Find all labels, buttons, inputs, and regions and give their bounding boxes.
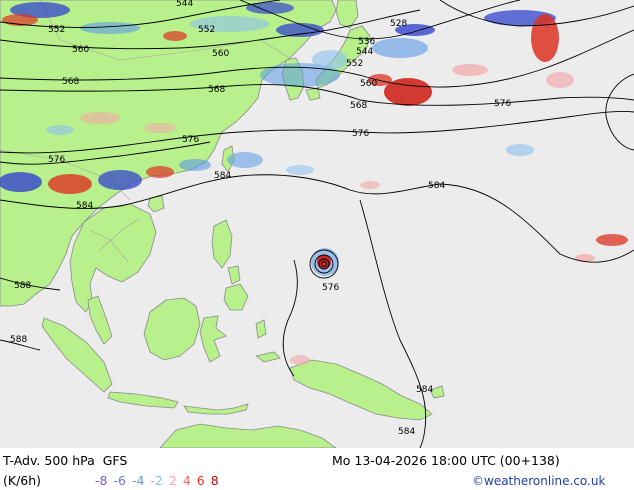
land-japan-north: [335, 0, 359, 29]
contour-label: 568: [350, 101, 367, 111]
contour-label: 568: [62, 77, 79, 87]
product-name: T-Adv. 500 hPa: [3, 453, 95, 468]
credit-link[interactable]: ©weatheronline.co.uk: [472, 474, 606, 488]
contour-label: 584: [214, 171, 231, 181]
land-lesser-sunda: [183, 403, 249, 415]
contour-label: 560: [360, 79, 377, 89]
scale-value: 6: [196, 473, 205, 488]
scale-value: -6: [113, 473, 126, 488]
land-hainan: [147, 195, 165, 213]
validity-time: Mo 13-04-2026 18:00 UTC (00+138): [332, 453, 560, 468]
contour-label: 584: [398, 427, 415, 437]
land-seram: [255, 351, 281, 363]
contour-label: 528: [390, 19, 407, 29]
scale-value: 4: [182, 473, 191, 488]
land-malay: [87, 295, 113, 345]
contour-label: 576: [322, 283, 339, 293]
contour-label: 560: [212, 49, 229, 59]
contour-label: 584: [416, 385, 433, 395]
contour-label: 552: [48, 25, 65, 35]
land-visayas: [227, 265, 241, 285]
contour-label: 576: [352, 129, 369, 139]
land-bismarck: [429, 385, 445, 399]
contour-labels: 544 552 528 536 552 544 560 560 552 568 …: [10, 0, 511, 437]
contour-label: 568: [208, 85, 225, 95]
unit-label: (K/6h): [3, 473, 42, 488]
weather-map: 544 552 528 536 552 544 560 560 552 568 …: [0, 0, 634, 448]
contour-label: 584: [76, 201, 93, 211]
contour-label: 536: [358, 37, 375, 47]
color-scale: -8 -6 -4 -2 2 4 6 8: [95, 474, 225, 488]
contour-label: 560: [72, 45, 89, 55]
contour-label: 552: [198, 25, 215, 35]
contour-label: 552: [346, 59, 363, 69]
land-sulawesi: [199, 315, 227, 363]
contour-label: 544: [176, 0, 193, 9]
contour-label: 584: [428, 181, 445, 191]
land-sumatra: [41, 317, 113, 393]
contour-label: 588: [10, 335, 27, 345]
land-mindanao: [223, 283, 249, 311]
land-java: [107, 391, 179, 409]
model-name: GFS: [102, 453, 128, 468]
map-area: 544 552 528 536 552 544 560 560 552 568 …: [0, 0, 634, 448]
land-maluku: [255, 319, 267, 339]
scale-value: 8: [210, 473, 219, 488]
product-label: T-Adv. 500 hPa GFS: [3, 454, 127, 468]
land-australia: [159, 423, 337, 448]
scale-value: -8: [95, 473, 108, 488]
contour-label: 576: [494, 99, 511, 109]
contour-label: 544: [356, 47, 373, 57]
legend-bar: T-Adv. 500 hPa GFS Mo 13-04-2026 18:00 U…: [0, 448, 634, 490]
scale-value: -4: [131, 473, 145, 488]
contour-lines: [0, 0, 634, 448]
contour-label: 576: [48, 155, 65, 165]
contour-label: 588: [14, 281, 31, 291]
land-luzon: [211, 219, 233, 269]
scale-value: -2: [150, 473, 163, 488]
land-borneo: [143, 297, 201, 361]
scale-value: 2: [168, 473, 177, 488]
contour-label: 576: [182, 135, 199, 145]
